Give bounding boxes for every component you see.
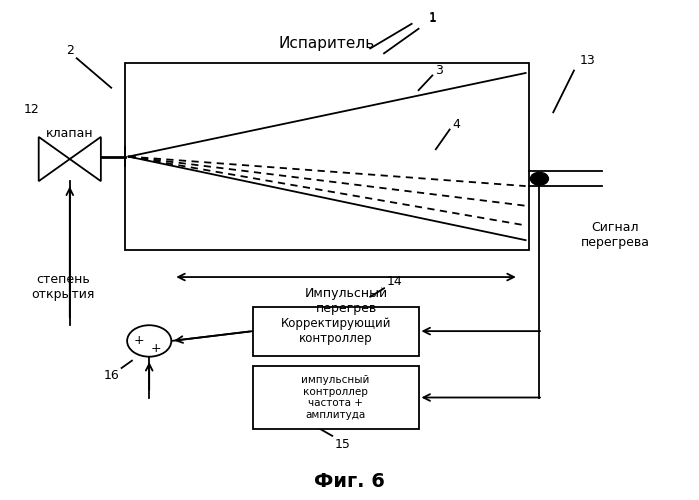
- Text: 15: 15: [335, 438, 350, 450]
- Text: 1: 1: [429, 12, 437, 24]
- Polygon shape: [70, 137, 101, 181]
- Text: 16: 16: [103, 369, 119, 382]
- Text: 4: 4: [453, 118, 461, 131]
- Text: 12: 12: [24, 104, 40, 117]
- Text: 14: 14: [387, 276, 402, 288]
- Circle shape: [127, 325, 171, 356]
- Text: Испаритель: Испаритель: [279, 36, 375, 51]
- Text: 3: 3: [435, 64, 443, 77]
- Text: +: +: [150, 342, 161, 355]
- Bar: [253, 306, 419, 356]
- Text: Корректирующий
контроллер: Корректирующий контроллер: [280, 317, 391, 345]
- Text: клапан: клапан: [46, 127, 94, 140]
- Text: 1: 1: [428, 12, 436, 26]
- Text: Сигнал
перегрева: Сигнал перегрева: [581, 221, 650, 249]
- Text: 2: 2: [66, 44, 73, 58]
- Polygon shape: [38, 137, 70, 181]
- Text: +: +: [134, 334, 145, 347]
- Text: степень
открытия: степень открытия: [31, 273, 94, 301]
- Text: импульсный
контроллер
частота +
амплитуда: импульсный контроллер частота + амплитуд…: [301, 375, 370, 420]
- Circle shape: [531, 172, 549, 185]
- Bar: [253, 366, 419, 430]
- Text: 13: 13: [580, 54, 596, 67]
- Bar: [125, 63, 529, 250]
- Text: Импульсный
перегрев: Импульсный перегрев: [305, 287, 388, 315]
- Text: Фиг. 6: Фиг. 6: [314, 472, 385, 490]
